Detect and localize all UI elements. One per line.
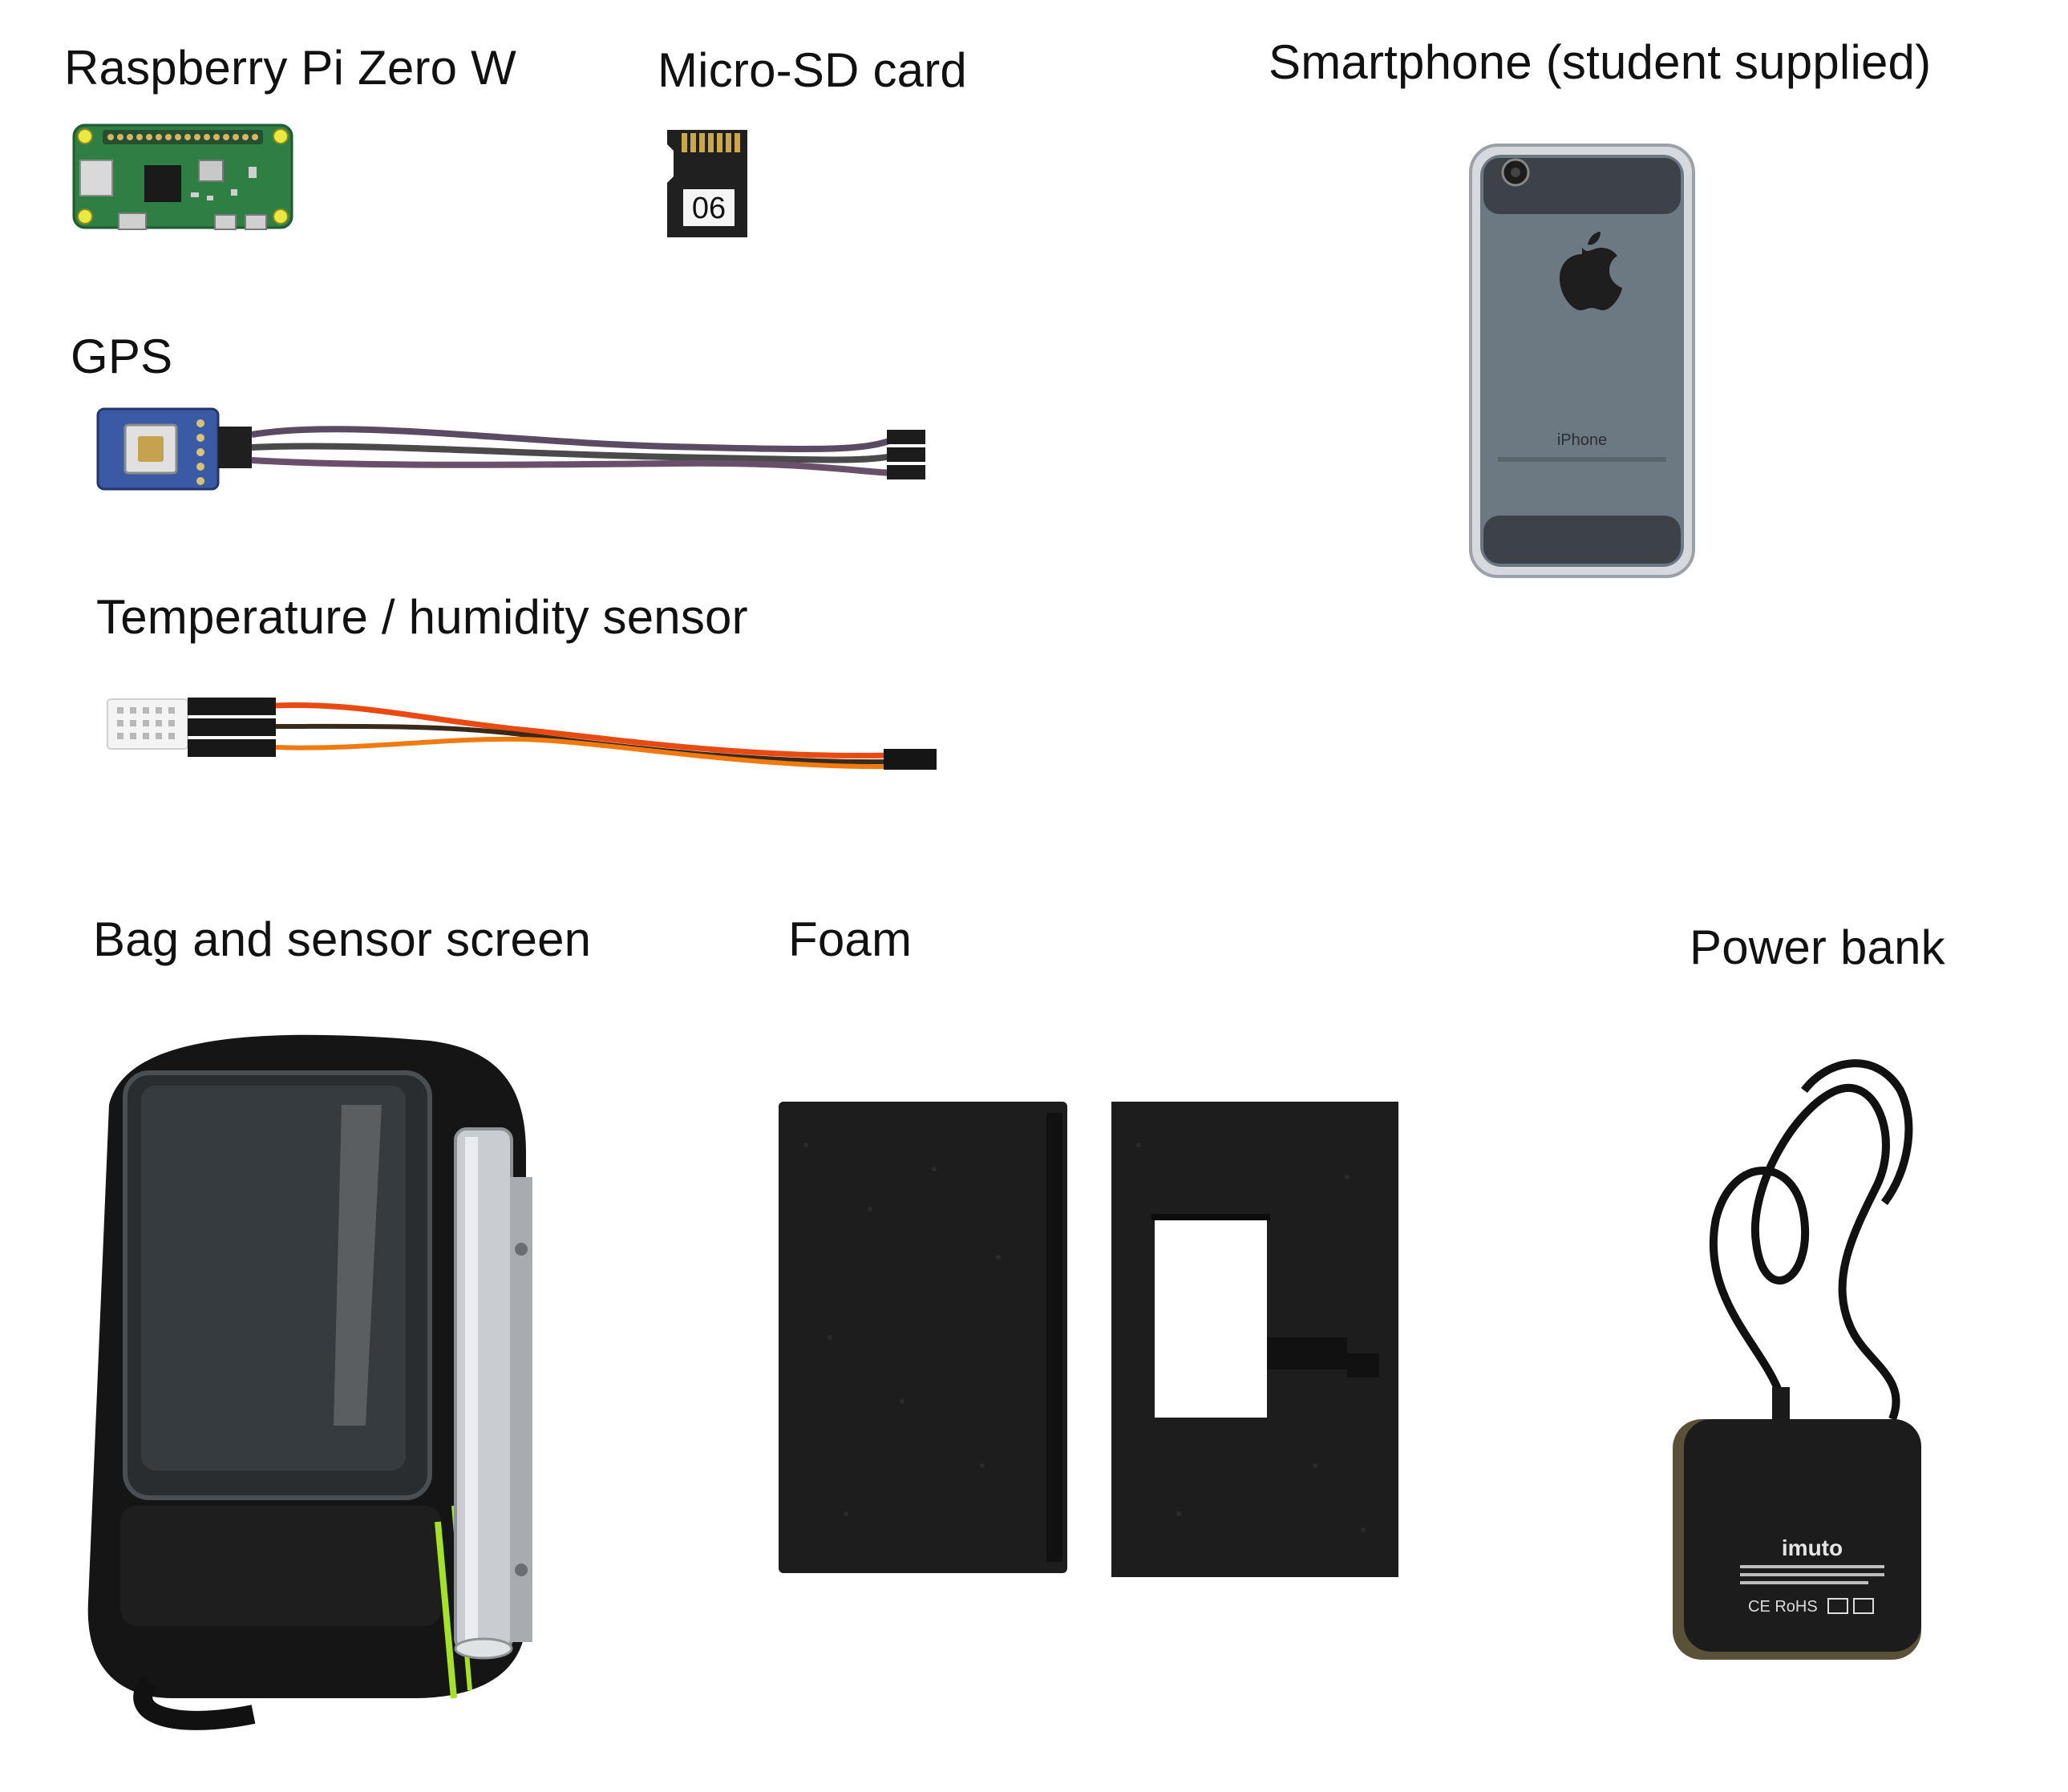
temp-humidity-sensor [104,688,946,776]
bag-and-sensor-screen [77,1009,574,1730]
sd-card-number: 06 [692,192,726,225]
label-smartphone: Smartphone (student supplied) [1269,35,1932,89]
power-bank: imuto CE RoHS [1668,1042,1932,1668]
raspberry-pi-board [71,119,295,235]
gps-module [95,394,945,499]
label-foam: Foam [788,912,913,966]
label-power-bank: Power bank [1690,920,1945,974]
foam-piece-solid [774,1097,1072,1578]
phone-brand-text: iPhone [1557,431,1607,449]
power-bank-brand: imuto [1782,1535,1843,1560]
label-bag-screen: Bag and sensor screen [93,912,592,966]
smartphone: iPhone [1466,140,1698,581]
label-gps: GPS [71,330,173,383]
label-micro-sd: Micro-SD card [658,43,967,97]
label-temp-humidity: Temperature / humidity sensor [96,590,748,644]
foam-piece-with-cutout [1107,1097,1403,1582]
micro-sd-card: 06 [664,127,751,241]
label-raspberry-pi: Raspberry Pi Zero W [64,41,516,95]
power-bank-marks: CE RoHS [1748,1598,1818,1616]
